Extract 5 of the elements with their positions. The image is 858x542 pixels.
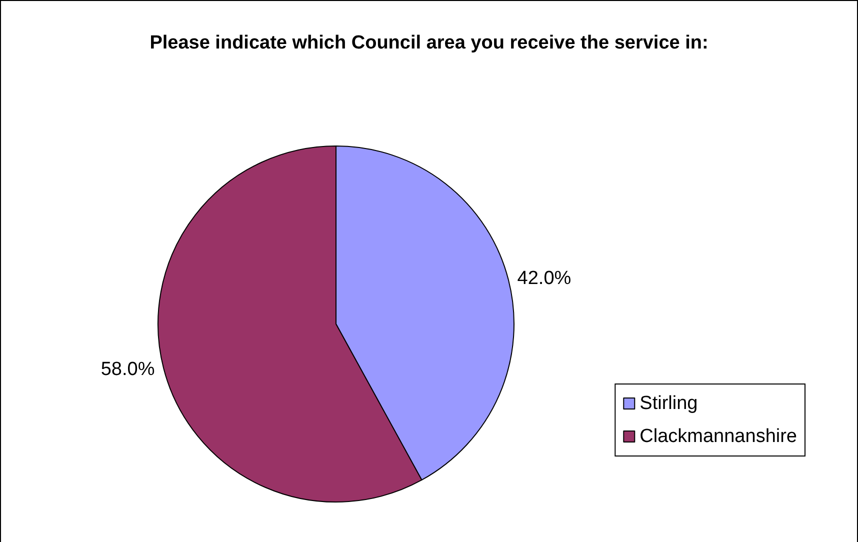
chart-title: Please indicate which Council area you receive the service in:: [150, 32, 708, 54]
legend-label: Clackmannanshire: [640, 426, 798, 447]
data-label: 42.0%: [517, 268, 572, 290]
data-label: 58.0%: [100, 358, 155, 380]
legend-label: Stirling: [640, 393, 698, 414]
